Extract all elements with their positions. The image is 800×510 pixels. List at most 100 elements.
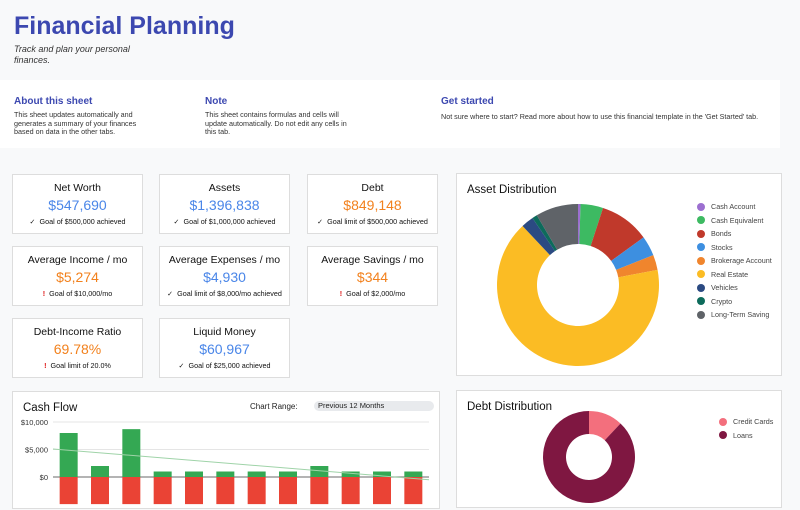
kpi-goal: ✓ Goal of $500,000 achieved [13, 217, 142, 226]
kpi-goal: ✓ Goal of $1,000,000 achieved [160, 217, 289, 226]
check-icon: ✓ [167, 289, 174, 298]
kpi-card: Debt-Income Ratio 69.78%! Goal limit of 20… [12, 318, 143, 378]
expense-bar [373, 477, 391, 505]
slice-crypto [532, 215, 558, 252]
kpi-label: Assets [208, 182, 241, 194]
kpi-card: Liquid Money $60,967 ✓ Goal of $25,000 achi… [159, 318, 290, 378]
kpi-value: $1,396,838 [189, 197, 260, 213]
trend-line [52, 448, 430, 481]
kpi-goal: ! Goal of $2,000/mo [308, 289, 437, 298]
income-bar [310, 466, 329, 477]
legend-item: Loans [719, 429, 773, 443]
kpi-goal: ✓ Goal limit of $8,000/mo achieved [160, 289, 289, 298]
income-bar [91, 466, 109, 477]
y-tick-label: $0 [40, 473, 48, 482]
page-title: Financial Planning [14, 12, 235, 40]
income-bar [153, 471, 172, 477]
legend-label: Bonds [711, 229, 732, 239]
legend-label: Real Estate [711, 269, 749, 279]
kpi-value: $344 [356, 269, 389, 285]
info-title: Note [205, 96, 228, 107]
kpi-card: Average Savings / mo $344 ! Goal of $2,000/… [307, 246, 438, 306]
check-icon: ✓ [178, 361, 185, 370]
goal-text: Goal of $1,000,000 achieved [183, 217, 276, 226]
legend-item: Crypto [697, 295, 772, 309]
legend-item: Real Estate [697, 268, 772, 282]
kpi-card: Debt $849,148 ✓ Goal limit of $500,000 achi… [307, 174, 438, 234]
expense-bar [91, 477, 109, 505]
income-bar [59, 433, 78, 477]
warning-icon: ! [44, 361, 47, 370]
kpi-value: $5,274 [56, 269, 99, 285]
info-text: This sheet contains formulas and cells w… [205, 110, 347, 137]
legend-item: Credit Cards [719, 415, 773, 429]
y-tick-label: $10,000 [21, 418, 48, 427]
info-note: Note This sheet contains formulas and cel… [205, 96, 350, 137]
kpi-card: Net Worth $547,690 ✓ Goal of $500,000 achie… [12, 174, 143, 234]
legend-swatch [697, 216, 705, 225]
debt-distribution-panel: Debt Distribution Credit Cards Loans [456, 390, 782, 508]
legend-label: Loans [733, 430, 753, 440]
chart-range-dropdown[interactable]: Previous 12 Months [314, 401, 434, 411]
kpi-goal: ! Goal of $10,000/mo [13, 289, 142, 298]
legend-label: Brokerage Account [711, 256, 772, 266]
kpi-goal: ! Goal limit of 20.0% [13, 361, 142, 370]
chart-title: Debt Distribution [467, 401, 553, 413]
income-bar [373, 471, 391, 477]
warning-icon: ! [42, 289, 46, 298]
legend-label: Vehicles [711, 283, 738, 293]
goal-text: Goal of $2,000/mo [346, 289, 406, 298]
expense-bar [279, 477, 297, 505]
expense-bar [122, 477, 141, 505]
asset-donut-chart [496, 204, 659, 366]
slice-credit-cards [589, 411, 621, 441]
legend-item: Stocks [697, 241, 772, 255]
asset-distribution-panel: Asset Distribution Cash Account Cash Equi… [456, 173, 782, 376]
legend-swatch [697, 310, 705, 319]
legend-label: Stocks [711, 242, 733, 252]
legend-item: Vehicles [697, 281, 772, 295]
kpi-label: Average Income / mo [27, 254, 128, 266]
income-bar [122, 429, 141, 477]
expense-bar [341, 477, 360, 505]
chart-range-label: Chart Range: [250, 402, 298, 411]
legend-swatch [719, 417, 727, 426]
legend-label: Credit Cards [733, 417, 774, 427]
goal-text: Goal limit of $8,000/mo achieved [177, 289, 282, 298]
chart-title: Asset Distribution [467, 184, 557, 196]
expense-bar [310, 477, 329, 505]
legend-swatch [697, 229, 705, 238]
asset-legend: Cash Account Cash Equivalent Bonds Stocks Br… [697, 200, 772, 322]
legend-item: Cash Equivalent [697, 214, 772, 228]
kpi-label: Average Savings / mo [321, 254, 424, 266]
kpi-value: 69.78% [53, 341, 102, 357]
goal-text: Goal limit of 20.0% [50, 361, 111, 370]
slice-cash-account [578, 204, 581, 245]
legend-label: Cash Equivalent [711, 215, 764, 225]
income-bar [404, 471, 423, 477]
legend-swatch [697, 243, 705, 252]
info-text: Not sure where to start? Read more about… [441, 112, 759, 121]
goal-text: Goal of $10,000/mo [49, 289, 113, 298]
info-title: About this sheet [14, 96, 93, 107]
page-subtitle: Track and plan your personal finances. [14, 44, 130, 65]
income-bar [216, 471, 235, 477]
legend-label: Long-Term Saving [711, 310, 770, 320]
chart-title: Cash Flow [23, 402, 78, 414]
check-icon: ✓ [317, 217, 324, 226]
slice-brokerage-account [616, 255, 658, 278]
legend-swatch [697, 270, 705, 279]
kpi-label: Debt-Income Ratio [33, 326, 122, 338]
check-icon: ✓ [29, 217, 36, 226]
legend-swatch [697, 256, 705, 265]
income-bar [185, 471, 203, 477]
cash-flow-panel: Cash Flow Chart Range: Previous 12 Month… [12, 391, 440, 509]
legend-item: Brokerage Account [697, 254, 772, 268]
legend-swatch [697, 297, 705, 306]
cash-flow-chart: $10,000 $5,000 $0 [21, 418, 430, 505]
kpi-goal: ✓ Goal limit of $500,000 achieved [308, 217, 437, 226]
slice-vehicles [522, 218, 555, 256]
slice-real-estate [496, 225, 659, 366]
debt-donut-chart [543, 411, 635, 503]
kpi-value: $547,690 [48, 197, 107, 213]
